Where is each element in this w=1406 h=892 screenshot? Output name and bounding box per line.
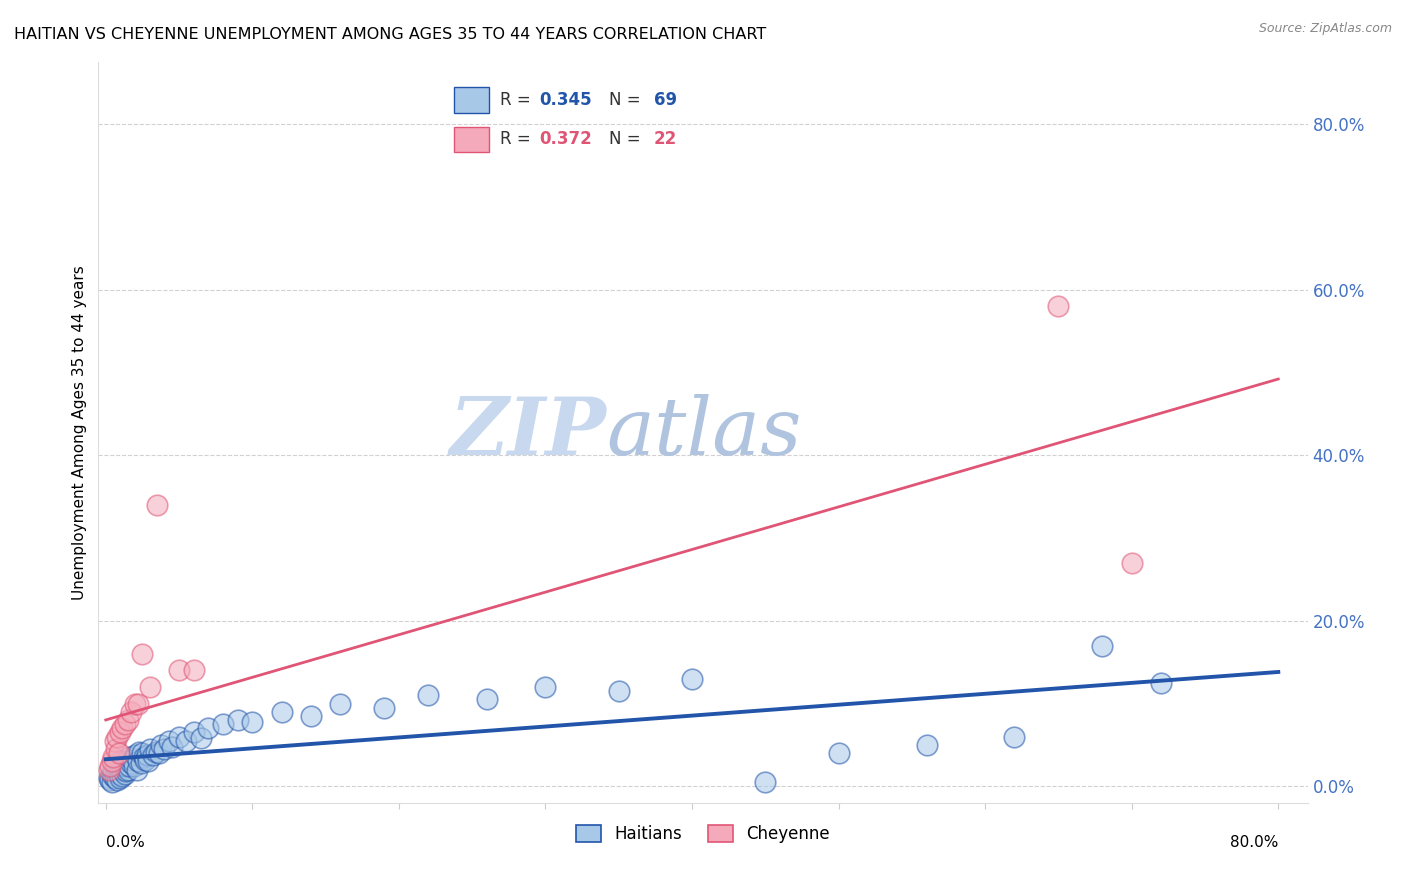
Point: [114, 717, 136, 731]
Point: [98, 772, 121, 787]
Point: [101, 763, 124, 777]
Point: [1121, 556, 1143, 570]
Point: [418, 688, 440, 702]
Point: [112, 758, 135, 772]
Point: [114, 767, 136, 781]
Point: [129, 756, 152, 770]
Point: [110, 755, 132, 769]
Point: [101, 750, 124, 764]
Point: [754, 775, 776, 789]
Point: [1004, 730, 1026, 744]
Point: [160, 739, 183, 754]
Point: [105, 764, 128, 779]
Point: [121, 753, 143, 767]
Point: [190, 731, 212, 746]
Point: [148, 746, 170, 760]
Point: [117, 713, 139, 727]
Point: [681, 672, 703, 686]
Point: [108, 761, 131, 775]
Point: [827, 746, 849, 760]
Point: [145, 745, 167, 759]
Point: [125, 763, 148, 777]
Point: [138, 742, 160, 756]
Point: [127, 755, 149, 769]
Point: [115, 758, 138, 772]
Point: [120, 756, 142, 770]
Point: [114, 755, 136, 769]
Point: [146, 498, 169, 512]
Point: [212, 717, 235, 731]
Point: [1091, 639, 1114, 653]
Point: [100, 775, 122, 789]
Legend: Haitians, Cheyenne: Haitians, Cheyenne: [569, 819, 837, 850]
Point: [226, 713, 249, 727]
Text: atlas: atlas: [606, 394, 801, 471]
Point: [107, 730, 129, 744]
Point: [111, 722, 134, 736]
Text: ZIP: ZIP: [450, 394, 606, 471]
Text: 80.0%: 80.0%: [1230, 835, 1278, 850]
Point: [167, 730, 190, 744]
Point: [124, 697, 146, 711]
Point: [118, 750, 141, 764]
Point: [138, 680, 160, 694]
Point: [135, 747, 157, 762]
Point: [915, 738, 938, 752]
Point: [329, 697, 352, 711]
Point: [97, 771, 120, 785]
Point: [270, 705, 292, 719]
Point: [111, 763, 134, 777]
Point: [167, 664, 190, 678]
Point: [128, 745, 150, 759]
Point: [157, 733, 180, 747]
Point: [103, 733, 125, 747]
Point: [124, 747, 146, 762]
Point: [105, 742, 128, 756]
Point: [475, 692, 498, 706]
Point: [142, 747, 165, 762]
Point: [150, 738, 173, 752]
Point: [373, 700, 395, 714]
Point: [1047, 300, 1070, 314]
Point: [240, 714, 263, 729]
Text: Source: ZipAtlas.com: Source: ZipAtlas.com: [1258, 22, 1392, 36]
Point: [136, 755, 159, 769]
Point: [100, 755, 122, 769]
Point: [134, 753, 156, 767]
Point: [118, 758, 141, 772]
Point: [183, 725, 205, 739]
Point: [107, 772, 129, 787]
Point: [153, 742, 176, 756]
Point: [183, 664, 205, 678]
Point: [97, 763, 120, 777]
Point: [122, 758, 145, 772]
Point: [534, 680, 557, 694]
Point: [197, 722, 219, 736]
Point: [110, 725, 132, 739]
Point: [131, 746, 153, 760]
Point: [127, 697, 149, 711]
Point: [1150, 676, 1173, 690]
Point: [101, 769, 124, 783]
Point: [131, 647, 153, 661]
Point: [117, 763, 139, 777]
Point: [105, 758, 128, 772]
Point: [132, 750, 155, 764]
Y-axis label: Unemployment Among Ages 35 to 44 years: Unemployment Among Ages 35 to 44 years: [72, 265, 87, 600]
Point: [120, 705, 142, 719]
Point: [111, 769, 134, 783]
Point: [117, 755, 139, 769]
Text: 0.0%: 0.0%: [105, 835, 145, 850]
Point: [176, 733, 198, 747]
Point: [115, 764, 138, 779]
Point: [98, 758, 121, 772]
Point: [299, 709, 322, 723]
Point: [607, 684, 630, 698]
Point: [108, 767, 131, 781]
Point: [103, 771, 125, 785]
Text: HAITIAN VS CHEYENNE UNEMPLOYMENT AMONG AGES 35 TO 44 YEARS CORRELATION CHART: HAITIAN VS CHEYENNE UNEMPLOYMENT AMONG A…: [14, 27, 766, 42]
Point: [100, 767, 122, 781]
Point: [108, 746, 131, 760]
Point: [110, 771, 132, 785]
